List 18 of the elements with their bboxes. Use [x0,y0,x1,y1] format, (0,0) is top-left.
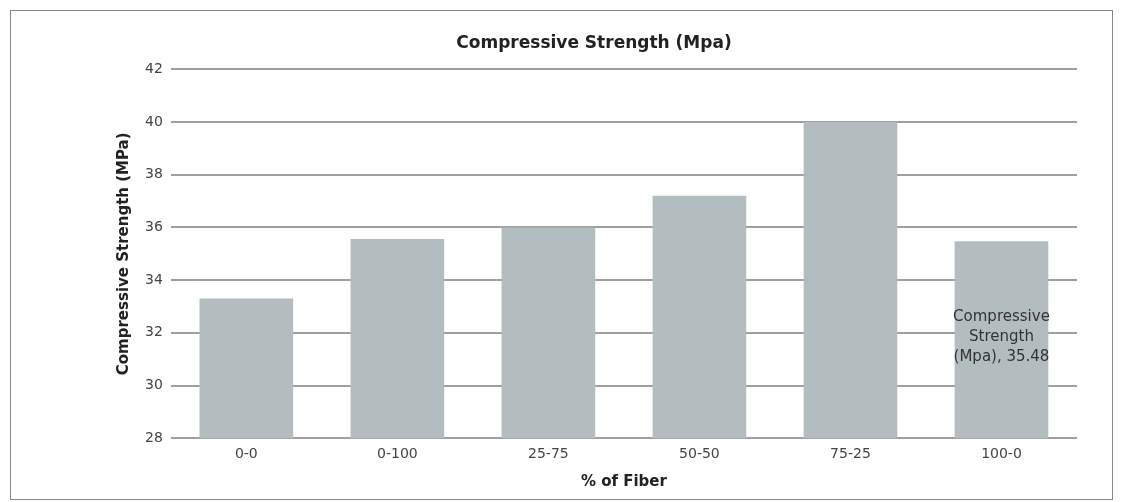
y-tick-label: 34 [144,270,163,287]
y-tick-label: 28 [144,428,163,445]
x-tick-label: 75-25 [830,445,871,462]
y-tick-label: 42 [144,60,163,77]
y-axis-title: Compressive Strength (MPa) [113,132,132,376]
x-tick-label: 0-100 [377,445,418,462]
y-tick-label: 32 [144,323,163,340]
chart-title: Compressive Strength (Mpa) [456,31,732,52]
y-tick-label: 30 [144,376,163,393]
x-axis-title: % of Fiber [580,471,668,490]
x-tick-label: 0-0 [234,445,258,462]
y-tick-label: 40 [144,112,163,129]
y-tick-label: 36 [144,218,163,235]
data-label: Compressive Strength (Mpa), 35.48 [953,307,1050,366]
x-tick-label: 100-0 [981,445,1022,462]
y-tick-label: 38 [144,165,163,182]
x-tick-label: 25-75 [528,445,569,462]
x-tick-label: 50-50 [679,445,720,462]
